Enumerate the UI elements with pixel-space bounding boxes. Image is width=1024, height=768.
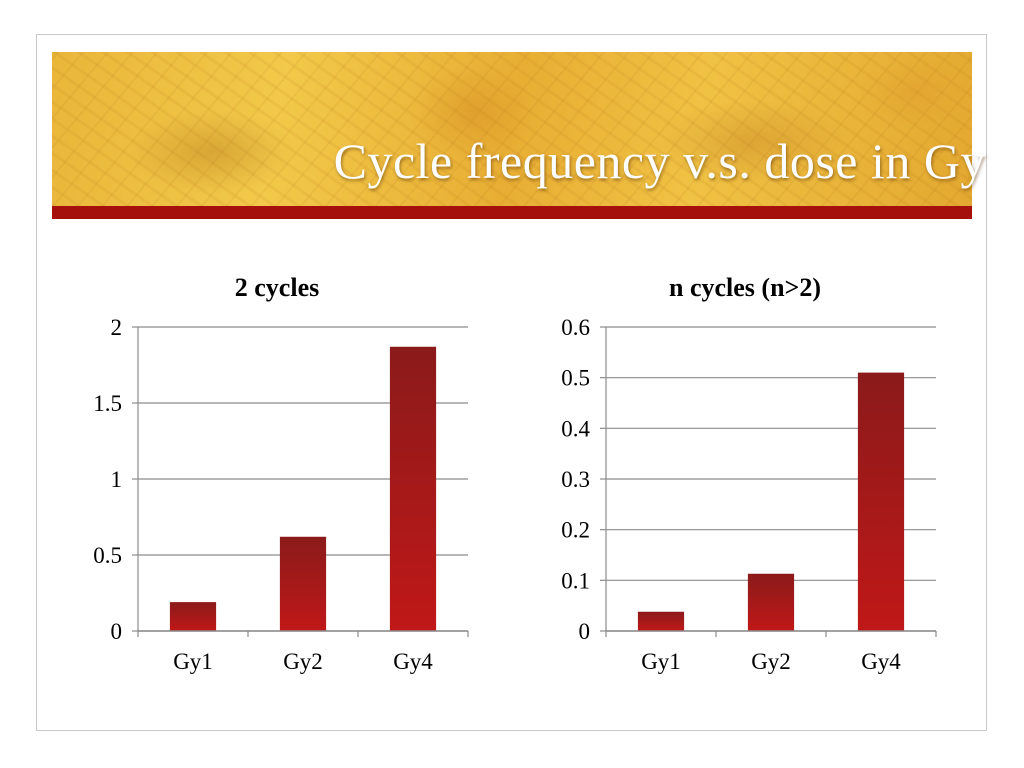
chart-title: n cycles (n>2) xyxy=(669,273,821,302)
y-tick-label: 0 xyxy=(111,619,123,644)
y-tick-label: 1.5 xyxy=(93,391,122,416)
y-tick-label: 0.5 xyxy=(561,366,590,391)
chart-2-cycles-svg: 2 cycles 0 0.5 1 1.5 2 Gy1 Gy2 Gy4 xyxy=(93,273,469,674)
x-tick-label: Gy1 xyxy=(641,649,681,674)
chart-title: 2 cycles xyxy=(235,273,319,302)
bar-gy2 xyxy=(279,536,327,631)
x-tick-label: Gy1 xyxy=(173,649,213,674)
chart-n-cycles: n cycles (n>2) 0 0.1 0.2 0.3 0.4 0.5 0.6 Gy1 Gy2 G… xyxy=(528,260,958,700)
x-tick-label: Gy2 xyxy=(751,649,791,674)
title-banner-bar xyxy=(52,206,972,219)
y-tick-label: 1 xyxy=(111,467,123,492)
y-tick-label: 0.4 xyxy=(561,416,590,441)
chart-2-cycles: 2 cycles 0 0.5 1 1.5 2 Gy1 Gy2 Gy4 xyxy=(60,260,490,700)
chart-n-cycles-svg: n cycles (n>2) 0 0.1 0.2 0.3 0.4 0.5 0.6 Gy1 Gy2 G… xyxy=(561,273,937,674)
bar-gy4 xyxy=(857,372,905,631)
slide-title: Cycle frequency v.s. dose in Gy xyxy=(333,133,986,189)
bar-gy1 xyxy=(169,602,217,631)
y-tick-label: 0.6 xyxy=(561,315,590,340)
y-tick-label: 2 xyxy=(111,315,123,340)
title-banner xyxy=(52,52,972,206)
y-tick-label: 0.3 xyxy=(561,467,590,492)
bar-gy1 xyxy=(637,611,685,631)
bar-gy2 xyxy=(747,573,795,631)
y-tick-label: 0 xyxy=(579,619,591,644)
x-tick-label: Gy4 xyxy=(393,649,433,674)
y-tick-label: 0.5 xyxy=(93,543,122,568)
y-tick-label: 0.2 xyxy=(561,518,590,543)
x-tick-label: Gy2 xyxy=(283,649,323,674)
bar-gy4 xyxy=(389,346,437,631)
y-tick-label: 0.1 xyxy=(561,568,590,593)
x-tick-label: Gy4 xyxy=(861,649,901,674)
